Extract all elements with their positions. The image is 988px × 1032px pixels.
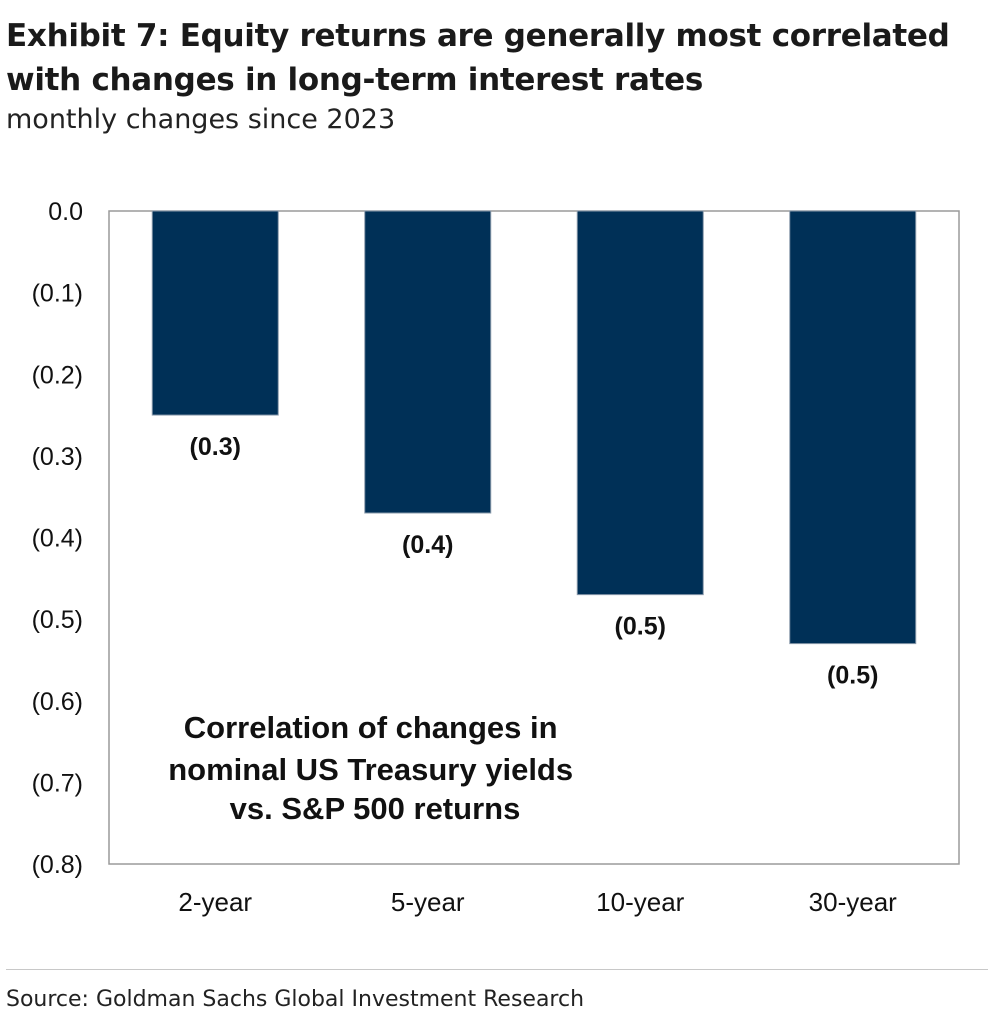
annotation-line-3: vs. S&P 500 returns xyxy=(230,791,521,826)
data-label-5-year: (0.4) xyxy=(402,531,453,559)
data-label-2-year: (0.3) xyxy=(190,433,241,461)
y-tick-label: (0.5) xyxy=(32,606,83,634)
x-tick-label-2-year: 2-year xyxy=(178,887,252,917)
y-tick-label: (0.8) xyxy=(32,851,83,879)
annotation-line-1: Correlation of changes in xyxy=(184,710,558,745)
plot-area-frame xyxy=(108,210,960,865)
annotation-line-2: nominal US Treasury yields xyxy=(168,752,573,787)
y-tick-label: (0.7) xyxy=(32,769,83,797)
x-tick-label-30-year: 30-year xyxy=(809,887,897,917)
data-labels: (0.3) (0.4) (0.5) (0.5) xyxy=(190,433,879,690)
footer-divider xyxy=(6,969,988,970)
x-axis-tick-labels: 2-year 5-year 10-year 30-year xyxy=(178,887,897,917)
chart-subtitle: monthly changes since 2023 xyxy=(6,104,396,135)
bars xyxy=(151,210,917,645)
y-tick-label: 0.0 xyxy=(48,198,83,226)
y-tick-label: (0.1) xyxy=(32,280,83,308)
source-note: Source: Goldman Sachs Global Investment … xyxy=(6,987,585,1012)
y-tick-label: (0.3) xyxy=(32,443,83,471)
bar-chart: 0.0 (0.1) (0.2) (0.3) (0.4) (0.5) (0.6) (0.7) (0… xyxy=(32,198,960,917)
x-tick-label-5-year: 5-year xyxy=(391,887,465,917)
data-label-30-year: (0.5) xyxy=(827,662,878,690)
data-label-10-year: (0.5) xyxy=(615,613,666,641)
y-tick-label: (0.2) xyxy=(32,361,83,389)
bar-30-year xyxy=(789,210,917,645)
y-tick-label: (0.6) xyxy=(32,688,83,716)
bar-2-year xyxy=(151,210,279,416)
bar-5-year xyxy=(364,210,492,514)
y-tick-label: (0.4) xyxy=(32,525,83,553)
x-tick-label-10-year: 10-year xyxy=(596,887,684,917)
chart-title: Exhibit 7: Equity returns are generally … xyxy=(6,18,950,98)
bar-10-year xyxy=(576,210,704,596)
chart-annotation: Correlation of changes in nominal US Tre… xyxy=(168,710,582,826)
y-axis-tick-labels: 0.0 (0.1) (0.2) (0.3) (0.4) (0.5) (0.6) (0.7) (0… xyxy=(32,198,83,879)
